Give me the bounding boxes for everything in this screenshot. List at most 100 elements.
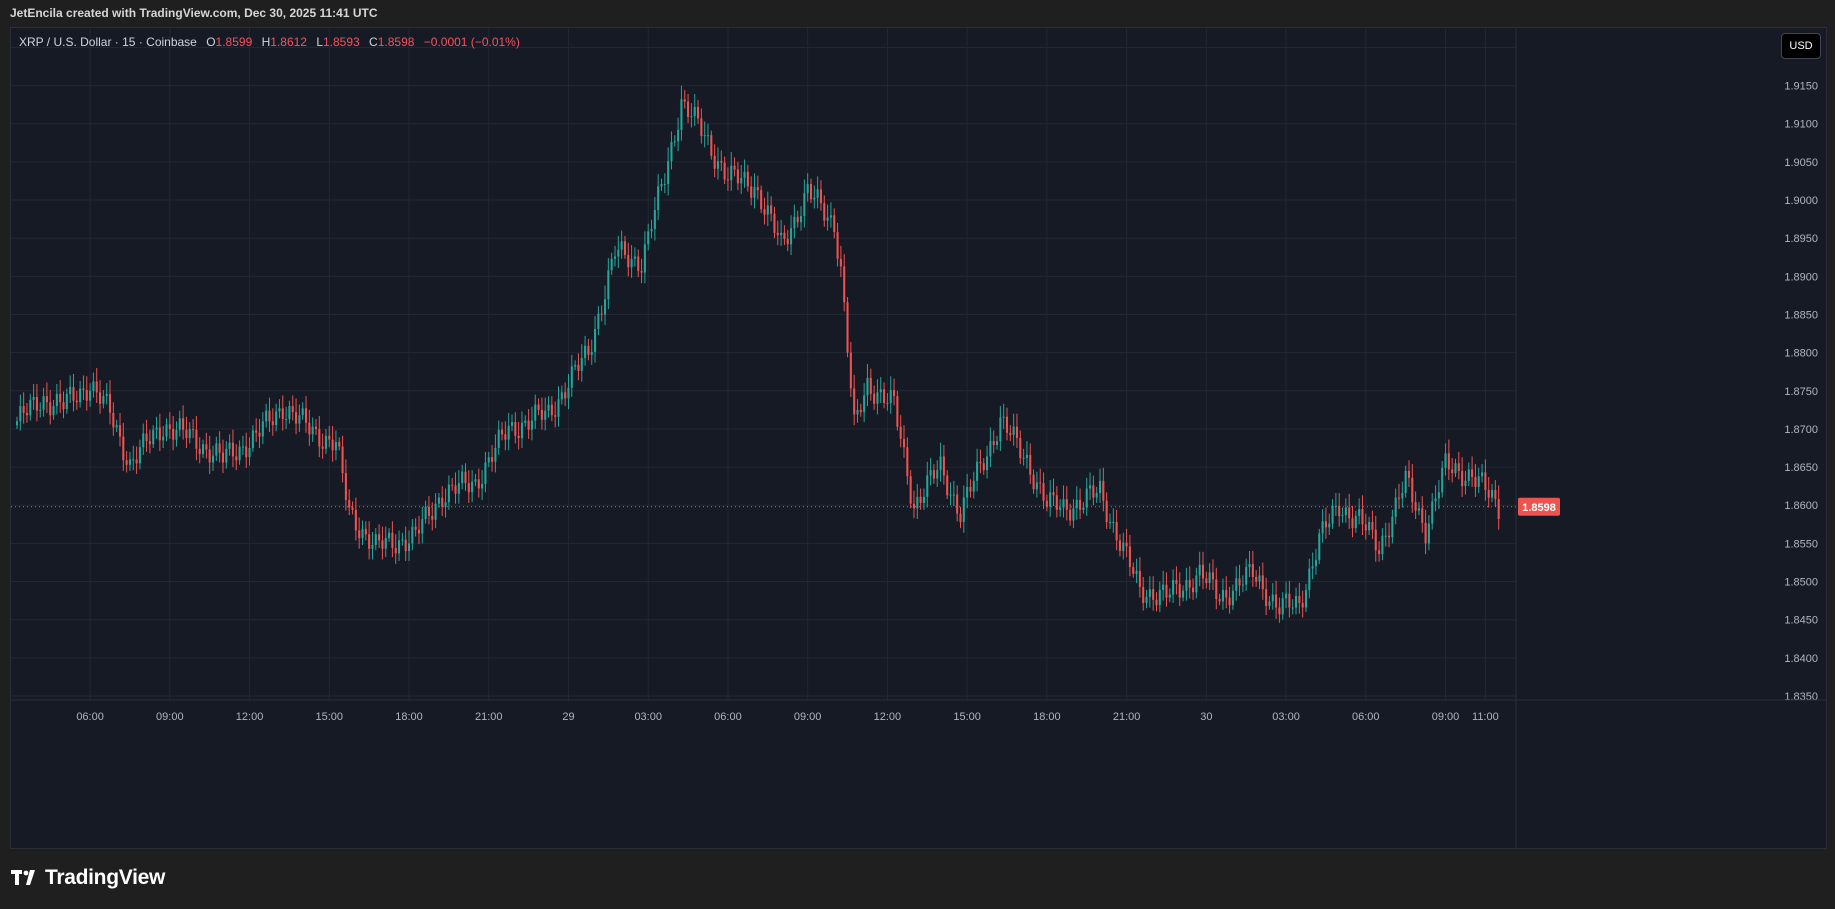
candle-body bbox=[883, 389, 886, 404]
candle-body bbox=[1165, 584, 1168, 598]
legend-change: −0.0001 (−0.01%) bbox=[423, 35, 520, 49]
candle-body bbox=[1205, 578, 1208, 584]
candle-body bbox=[79, 388, 82, 403]
tradingview-logo[interactable]: TradingView bbox=[11, 866, 165, 890]
candle-body bbox=[1298, 596, 1301, 603]
candle-body bbox=[1225, 589, 1228, 598]
candle-body bbox=[95, 381, 98, 393]
candle-body bbox=[1255, 576, 1258, 582]
candle-body bbox=[1348, 507, 1351, 519]
candle-body bbox=[1411, 477, 1414, 503]
y-tick-label: 1.8450 bbox=[1784, 615, 1818, 627]
candle-body bbox=[780, 232, 783, 236]
y-tick-label: 1.9150 bbox=[1784, 81, 1818, 93]
candle-body bbox=[1388, 535, 1391, 538]
candle-body bbox=[869, 377, 872, 394]
candle-body bbox=[1152, 589, 1155, 600]
candle-body bbox=[687, 101, 690, 117]
candle-body bbox=[407, 543, 411, 552]
candle-body bbox=[889, 390, 892, 404]
candle-body bbox=[1265, 589, 1268, 606]
y-tick-label: 1.8350 bbox=[1784, 691, 1818, 703]
x-tick-label: 06:00 bbox=[76, 711, 104, 723]
candle-body bbox=[926, 475, 929, 497]
candle-body bbox=[574, 364, 577, 367]
candle-body bbox=[643, 244, 646, 273]
candle-body bbox=[1361, 509, 1364, 525]
candle-body bbox=[1012, 426, 1015, 436]
candle-body bbox=[567, 387, 570, 399]
candle-body bbox=[261, 421, 264, 437]
candle-body bbox=[640, 271, 643, 273]
candle-body bbox=[677, 129, 680, 142]
candle-body bbox=[281, 408, 284, 420]
candle-body bbox=[713, 155, 716, 169]
candle-body bbox=[198, 448, 201, 455]
candle-body bbox=[1397, 497, 1401, 499]
candle-body bbox=[89, 390, 92, 401]
candlestick-chart[interactable]: 1.8350 1.8400 1.8450 1.8500 1.8550 1.8600 1.86… bbox=[11, 28, 1826, 848]
candle-body bbox=[235, 456, 238, 461]
candle-body bbox=[487, 457, 490, 463]
candle-body bbox=[856, 409, 859, 415]
x-tick-label: 09:00 bbox=[794, 711, 822, 723]
candle-body bbox=[1451, 469, 1454, 474]
candle-body bbox=[873, 393, 876, 404]
candle-body bbox=[52, 406, 55, 416]
candle-body bbox=[192, 428, 195, 430]
candle-body bbox=[231, 442, 234, 457]
candle-body bbox=[1424, 522, 1427, 544]
candle-body bbox=[657, 186, 660, 210]
chart-panel[interactable]: 1.8350 1.8400 1.8450 1.8500 1.8550 1.8600 1.86… bbox=[10, 27, 1827, 849]
candle-body bbox=[1421, 508, 1424, 523]
candle-body bbox=[155, 427, 158, 430]
candle-body bbox=[803, 193, 806, 217]
candle-body bbox=[72, 386, 75, 401]
candle-body bbox=[966, 486, 969, 498]
candle-body bbox=[65, 393, 68, 410]
candle-body bbox=[1002, 416, 1005, 418]
candle-body bbox=[919, 496, 922, 503]
candle-body bbox=[188, 428, 191, 439]
candle-body bbox=[1467, 469, 1470, 481]
candle-body bbox=[62, 402, 65, 410]
candle-body bbox=[962, 497, 965, 523]
candle-body bbox=[839, 258, 842, 267]
candle-body bbox=[896, 396, 899, 427]
candle-body bbox=[863, 395, 866, 413]
candle-body bbox=[939, 456, 942, 471]
currency-button[interactable]: USD bbox=[1781, 33, 1821, 59]
candle-body bbox=[148, 441, 151, 445]
candle-body bbox=[932, 470, 935, 479]
candle-body bbox=[1178, 583, 1181, 598]
candle-body bbox=[1314, 560, 1317, 567]
candle-body bbox=[816, 189, 819, 198]
candle-body bbox=[285, 419, 288, 421]
candle-body bbox=[494, 448, 497, 462]
candle-body bbox=[1032, 474, 1035, 490]
candle-body bbox=[1039, 482, 1042, 484]
candle-body bbox=[1291, 607, 1294, 609]
candle-body bbox=[693, 106, 696, 117]
candle-body bbox=[358, 530, 361, 539]
candle-body bbox=[371, 544, 374, 549]
candle-body bbox=[613, 256, 617, 259]
candle-body bbox=[537, 404, 540, 410]
candle-body bbox=[19, 406, 22, 422]
candle-body bbox=[730, 165, 733, 181]
candle-body bbox=[1055, 495, 1058, 510]
candle-body bbox=[135, 459, 138, 464]
candle-body bbox=[1368, 522, 1371, 531]
candle-body bbox=[202, 444, 205, 455]
candle-body bbox=[972, 480, 975, 492]
candle-body bbox=[527, 420, 530, 430]
candle-body bbox=[1218, 599, 1221, 602]
x-tick-label: 12:00 bbox=[874, 711, 902, 723]
candle-body bbox=[321, 446, 324, 449]
y-tick-label: 1.8500 bbox=[1784, 577, 1818, 589]
candle-body bbox=[447, 484, 450, 503]
candle-body bbox=[1271, 594, 1274, 602]
candle-body bbox=[92, 381, 95, 391]
candle-body bbox=[637, 256, 640, 272]
attribution-text: JetEncila created with TradingView.com, … bbox=[10, 6, 378, 20]
